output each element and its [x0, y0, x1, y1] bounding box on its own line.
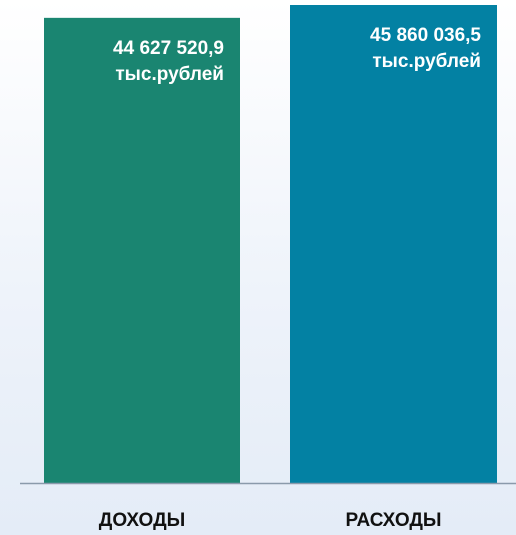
- bar: [290, 5, 497, 483]
- value-label: 44 627 520,9 тыс.рублей: [113, 37, 224, 85]
- x-tick-label: РАСХОДЫ: [345, 510, 442, 531]
- x-tick-label: ДОХОДЫ: [98, 510, 186, 531]
- bar: [44, 17, 240, 484]
- value-label: 45 860 036,5 тыс.рублей: [370, 25, 481, 72]
